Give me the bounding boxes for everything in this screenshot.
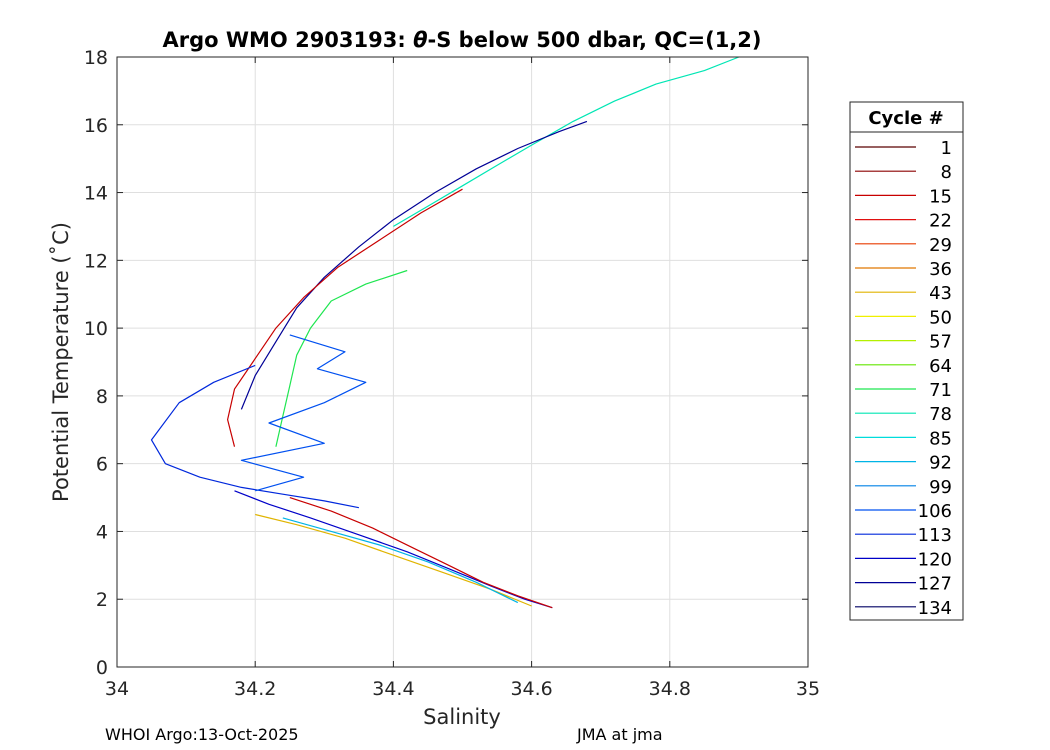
series-line-scatter-blue [240,334,367,492]
y-tick-label: 10 [84,318,108,340]
series-layer [150,56,740,609]
x-tick-label: 34.4 [372,678,414,700]
legend-label-1: 1 [941,138,952,159]
plot-area: 34 34.2 34.4 34.6 34.8 35 0 2 4 6 8 10 12 14 16 18 [84,47,820,700]
series-line-lower-branch-cyan [282,517,519,604]
footer-source: WHOI Argo:13-Oct-2025 [105,725,299,744]
y-tick-label: 2 [96,589,108,611]
y-tick-label: 4 [96,521,108,543]
legend-label-99: 99 [929,477,952,498]
legend-label-43: 43 [929,283,952,304]
legend-label-120: 120 [918,549,952,570]
legend-label-8: 8 [941,162,952,183]
legend-title: Cycle # [868,108,943,129]
series-line-hook-blue [150,364,360,509]
legend-label-71: 71 [929,380,952,401]
footer-operator: JMA at jma [577,725,663,744]
legend-label-134: 134 [918,598,952,619]
y-tick-label: 16 [84,115,108,137]
series-line-upper-branch-blue [240,120,588,410]
y-tick-label: 0 [96,657,108,679]
x-tick-label: 34.8 [649,678,691,700]
x-tick-label: 34.2 [234,678,276,700]
chart-title: Argo WMO 2903193: θ-S below 500 dbar, QC… [162,28,761,52]
x-tick-label: 34 [105,678,129,700]
legend-label-50: 50 [929,307,952,328]
y-tick-label: 6 [96,454,108,476]
plot-background [117,57,808,667]
legend-label-22: 22 [929,211,952,232]
legend-label-85: 85 [929,428,952,449]
legend-label-127: 127 [918,574,952,595]
series-line-upper-branch [393,56,740,227]
y-axis-label: Potential Temperature (˚C) [49,222,73,502]
series-line-lower-branch [234,490,553,609]
y-axis: 0 2 4 6 8 10 12 14 16 18 [84,47,808,679]
legend-label-78: 78 [929,404,952,425]
x-tick-label: 34.6 [510,678,552,700]
chart-title-part-3: -S below 500 dbar, QC=(1,2) [428,28,762,52]
series-line-lower-branch-red [289,497,553,609]
chart-title-theta: θ [413,28,427,52]
legend-label-113: 113 [918,525,952,546]
legend-label-106: 106 [918,501,952,522]
x-axis: 34 34.2 34.4 34.6 34.8 35 [105,57,820,700]
legend-label-36: 36 [929,259,952,280]
legend-label-29: 29 [929,235,952,256]
legend: Cycle # 18152229364350576471788592991061… [849,101,964,621]
legend-label-15: 15 [929,186,952,207]
x-tick-label: 35 [796,678,820,700]
series-line-upper-branch-green [275,269,408,447]
legend-label-92: 92 [929,453,952,474]
legend-label-64: 64 [929,356,952,377]
x-axis-label: Salinity [423,705,501,729]
plot-frame [116,56,809,668]
y-tick-label: 14 [84,183,108,205]
legend-entries: 1 8 15 22 29 36 43 50 57 64 71 78 85 92 99 106 113 120 127… [855,138,952,619]
y-tick-label: 8 [96,386,108,408]
chart-title-part-1: Argo WMO 2903193: [162,28,413,52]
y-tick-label: 18 [84,47,108,69]
legend-label-57: 57 [929,332,952,353]
series-line-upper-branch-red [227,188,463,447]
y-tick-label: 12 [84,250,108,272]
